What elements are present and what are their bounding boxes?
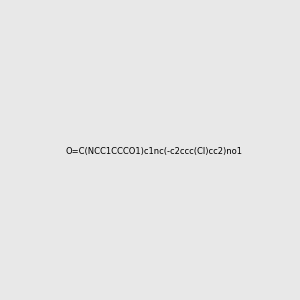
Text: O=C(NCC1CCCO1)c1nc(-c2ccc(Cl)cc2)no1: O=C(NCC1CCCO1)c1nc(-c2ccc(Cl)cc2)no1 <box>65 147 242 156</box>
